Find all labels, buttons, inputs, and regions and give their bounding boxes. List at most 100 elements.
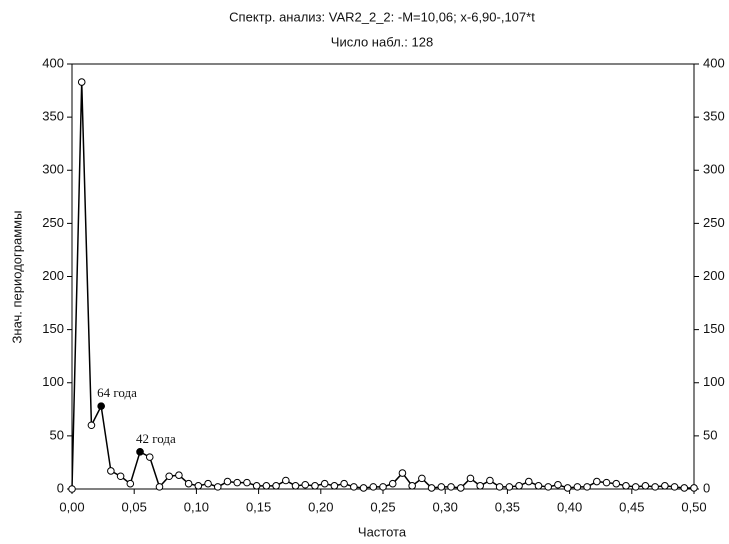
- y2-tick-label: 250: [703, 215, 725, 230]
- data-point: [456, 484, 465, 492]
- data-point: [612, 479, 621, 488]
- data-point: [554, 480, 562, 489]
- data-point: [398, 469, 407, 477]
- data-point: [437, 483, 446, 491]
- data-point: [68, 485, 76, 493]
- y-tick-label: 0: [57, 480, 64, 495]
- series-line: [71, 82, 694, 490]
- data-point: [379, 483, 387, 491]
- y2-tick-label: 300: [703, 162, 725, 177]
- data-point: [573, 483, 582, 491]
- x-tick-label: 0,50: [681, 499, 706, 514]
- annotation: 64 года: [97, 385, 137, 400]
- data-point: [418, 474, 426, 483]
- data-point: [320, 479, 329, 488]
- y2-tick-label: 200: [703, 268, 725, 283]
- data-point: [534, 482, 543, 490]
- data-point: [350, 483, 358, 491]
- data-point: [175, 471, 183, 479]
- data-point: [631, 483, 640, 491]
- data-point: [583, 483, 591, 491]
- data-point: [447, 483, 455, 491]
- x-tick-label: 0,40: [557, 499, 582, 514]
- x-tick-label: 0,00: [59, 499, 84, 514]
- data-point: [486, 476, 494, 485]
- chart-title: Спектр. анализ: VAR2_2_2: -M=10,06; x-6,…: [229, 9, 535, 24]
- x-tick-label: 0,25: [370, 499, 395, 514]
- data-point: [194, 482, 203, 490]
- data-point: [524, 477, 533, 486]
- y-axis-label: Знач. периодограммы: [9, 211, 24, 344]
- data-point: [505, 483, 514, 491]
- y2-tick-label: 50: [703, 427, 717, 442]
- data-point: [661, 482, 669, 490]
- data-point: [651, 483, 659, 491]
- data-point: [311, 482, 319, 490]
- data-point: [262, 482, 271, 490]
- data-point: [155, 483, 164, 491]
- data-point: [680, 484, 689, 492]
- annotation: 42 года: [136, 431, 176, 446]
- data-point: [223, 477, 232, 486]
- data-point: [282, 476, 290, 485]
- data-point: [243, 478, 251, 487]
- y-tick-label: 50: [50, 427, 64, 442]
- x-tick-label: 0,30: [433, 499, 458, 514]
- y-tick-label: 200: [42, 268, 64, 283]
- data-point: [291, 482, 300, 490]
- data-point: [204, 479, 212, 488]
- data-point: [213, 483, 222, 491]
- data-point: [145, 453, 154, 461]
- data-point: [233, 478, 242, 487]
- data-point: [77, 78, 86, 86]
- data-point: [670, 483, 679, 491]
- chart-subtitle: Число набл.: 128: [331, 34, 433, 49]
- y-tick-label: 400: [42, 55, 64, 70]
- y2-tick-label: 150: [703, 321, 725, 336]
- x-tick-label: 0,15: [246, 499, 271, 514]
- x-tick-label: 0,05: [122, 499, 147, 514]
- data-point: [369, 483, 378, 491]
- y-tick-label: 100: [42, 374, 64, 389]
- data-point: [408, 482, 416, 490]
- data-point: [602, 478, 611, 487]
- data-point: [184, 479, 193, 488]
- x-tick-label: 0,20: [308, 499, 333, 514]
- x-axis-label: Частота: [358, 524, 407, 539]
- y2-tick-label: 400: [703, 55, 725, 70]
- highlighted-point: [97, 402, 105, 410]
- data-point: [252, 482, 261, 490]
- data-point: [427, 484, 436, 492]
- data-point: [340, 479, 348, 488]
- x-tick-label: 0,10: [184, 499, 209, 514]
- y2-tick-label: 350: [703, 109, 725, 124]
- plot-frame: [71, 63, 695, 490]
- data-point: [563, 484, 572, 492]
- data-point: [593, 477, 601, 486]
- data-point: [495, 483, 504, 491]
- x-tick-label: 0,35: [495, 499, 520, 514]
- data-point: [515, 482, 523, 490]
- y-tick-label: 150: [42, 321, 64, 336]
- y-tick-label: 300: [42, 162, 64, 177]
- data-point: [466, 474, 475, 483]
- y-tick-label: 250: [42, 215, 64, 230]
- y-tick-label: 350: [42, 109, 64, 124]
- data-point: [126, 479, 135, 488]
- data-point: [544, 483, 553, 491]
- data-point: [87, 421, 96, 430]
- data-point: [476, 482, 484, 490]
- data-point: [641, 482, 650, 490]
- data-point: [165, 472, 173, 481]
- data-point: [301, 480, 310, 489]
- data-point: [622, 482, 630, 490]
- data-point: [359, 484, 368, 492]
- y2-tick-label: 0: [703, 480, 710, 495]
- data-point: [330, 482, 339, 490]
- data-point: [690, 484, 698, 492]
- data-point: [107, 467, 115, 475]
- highlighted-point: [136, 448, 144, 456]
- data-point: [272, 482, 280, 490]
